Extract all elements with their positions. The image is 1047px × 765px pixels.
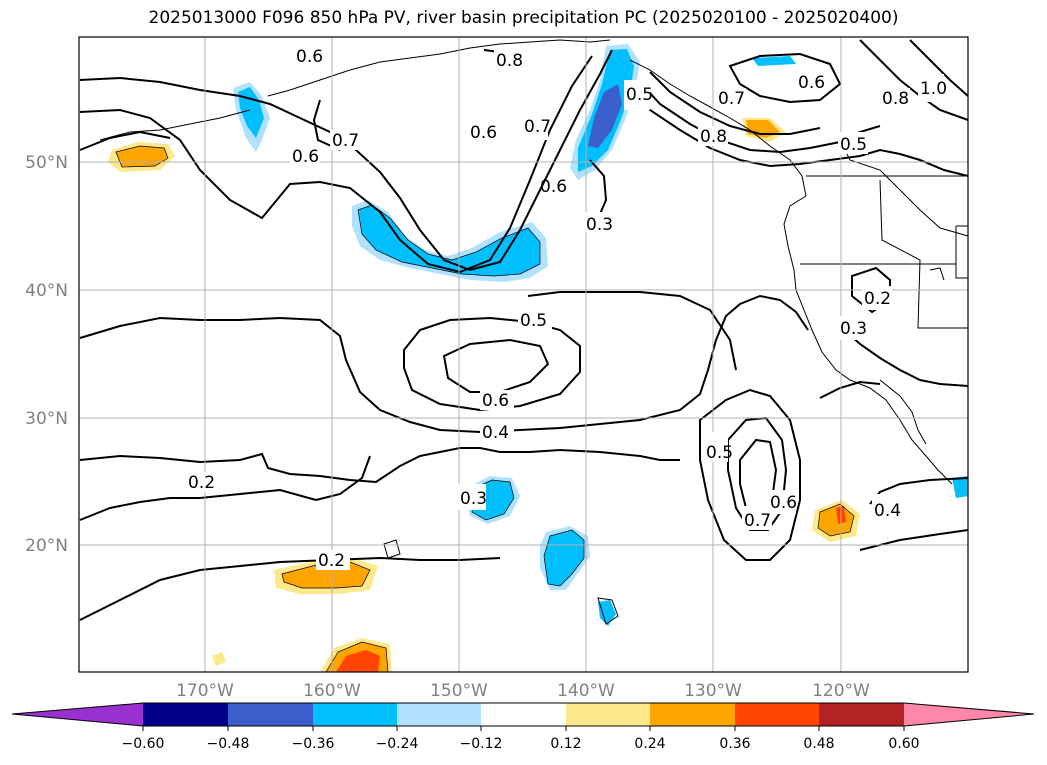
contour-label: 0.5: [706, 443, 733, 463]
contour-label: 0.3: [840, 319, 867, 339]
contour-label: 0.3: [586, 215, 613, 235]
colorbar-segment: [735, 703, 819, 726]
lat-label-40n: 40°N: [25, 281, 68, 301]
colorbar-tick: 0.36: [719, 736, 750, 752]
contour-label: 0.6: [296, 47, 323, 67]
map-frame: [78, 36, 969, 673]
contour-label: 1.0: [920, 79, 947, 99]
colorbar-tick: −0.36: [292, 736, 335, 752]
lat-label-20n: 20°N: [25, 536, 68, 556]
lon-label-150w: 150°W: [430, 681, 488, 701]
lon-label-140w: 140°W: [557, 681, 615, 701]
lon-label-120w: 120°W: [812, 681, 870, 701]
contour-label: 0.7: [744, 511, 771, 531]
contour-label: 0.4: [874, 501, 901, 521]
latitude-labels: 50°N 40°N 30°N 20°N: [25, 153, 68, 556]
colorbar-tick: −0.24: [376, 736, 419, 752]
lon-label-170w: 170°W: [176, 681, 234, 701]
colorbar-extend-low: [12, 703, 143, 726]
colorbar-tick: 0.60: [888, 736, 919, 752]
precip-outlines: [115, 145, 855, 673]
lon-label-160w: 160°W: [303, 681, 361, 701]
lat-label-50n: 50°N: [25, 153, 68, 173]
contour-label: 0.7: [524, 117, 551, 137]
lat-label-30n: 30°N: [25, 409, 68, 429]
colorbar-segment: [143, 703, 228, 726]
colorbar-segment: [481, 703, 566, 726]
contour-label: 0.6: [540, 177, 567, 197]
graticule: [79, 37, 968, 672]
colorbar-tick: 0.12: [550, 736, 581, 752]
lon-label-130w: 130°W: [684, 681, 742, 701]
contour-label: 0.2: [864, 289, 891, 309]
contour-label: 0.8: [700, 127, 727, 147]
contour-label: 0.5: [840, 135, 867, 155]
colorbar-tick: 0.48: [803, 736, 834, 752]
colorbar: −0.60 −0.48 −0.36 −0.24 −0.12 0.12 0.24 …: [11, 702, 1035, 752]
contour-label: 0.7: [332, 131, 359, 151]
contour-label: 0.6: [292, 147, 319, 167]
coastlines: [99, 39, 969, 625]
colorbar-segment: [819, 703, 904, 726]
longitude-labels: 170°W 160°W 150°W 140°W 130°W 120°W: [176, 681, 870, 701]
contour-label: 0.6: [470, 123, 497, 143]
colorbar-tick: −0.12: [460, 736, 503, 752]
contour-label: 0.2: [188, 473, 215, 493]
map-title: 2025013000 F096 850 hPa PV, river basin …: [148, 8, 899, 28]
colorbar-extend-high: [904, 703, 1034, 726]
contour-labels: 0.6 0.8 0.6 0.7 0.6 0.7 0.5 0.6 0.3 0.7 …: [186, 46, 947, 571]
contour-label: 0.6: [798, 73, 825, 93]
contour-label: 0.5: [626, 85, 653, 105]
colorbar-segment: [566, 703, 650, 726]
contour-label: 0.5: [520, 311, 547, 331]
colorbar-segment: [228, 703, 313, 726]
contour-label: 0.6: [482, 391, 509, 411]
contour-label: 0.8: [496, 51, 523, 71]
contour-label: 0.8: [882, 89, 909, 109]
contour-label: 0.3: [460, 489, 487, 509]
colorbar-tick: −0.48: [207, 736, 250, 752]
contour-label: 0.7: [718, 89, 745, 109]
contour-label: 0.6: [770, 493, 797, 513]
colorbar-segment: [397, 703, 481, 726]
colorbar-tick: 0.24: [634, 736, 665, 752]
contour-label: 0.2: [318, 551, 345, 571]
contour-label: 0.4: [482, 423, 509, 443]
colorbar-tick: −0.60: [122, 736, 165, 752]
colorbar-segment: [313, 703, 397, 726]
colorbar-segment: [650, 703, 735, 726]
